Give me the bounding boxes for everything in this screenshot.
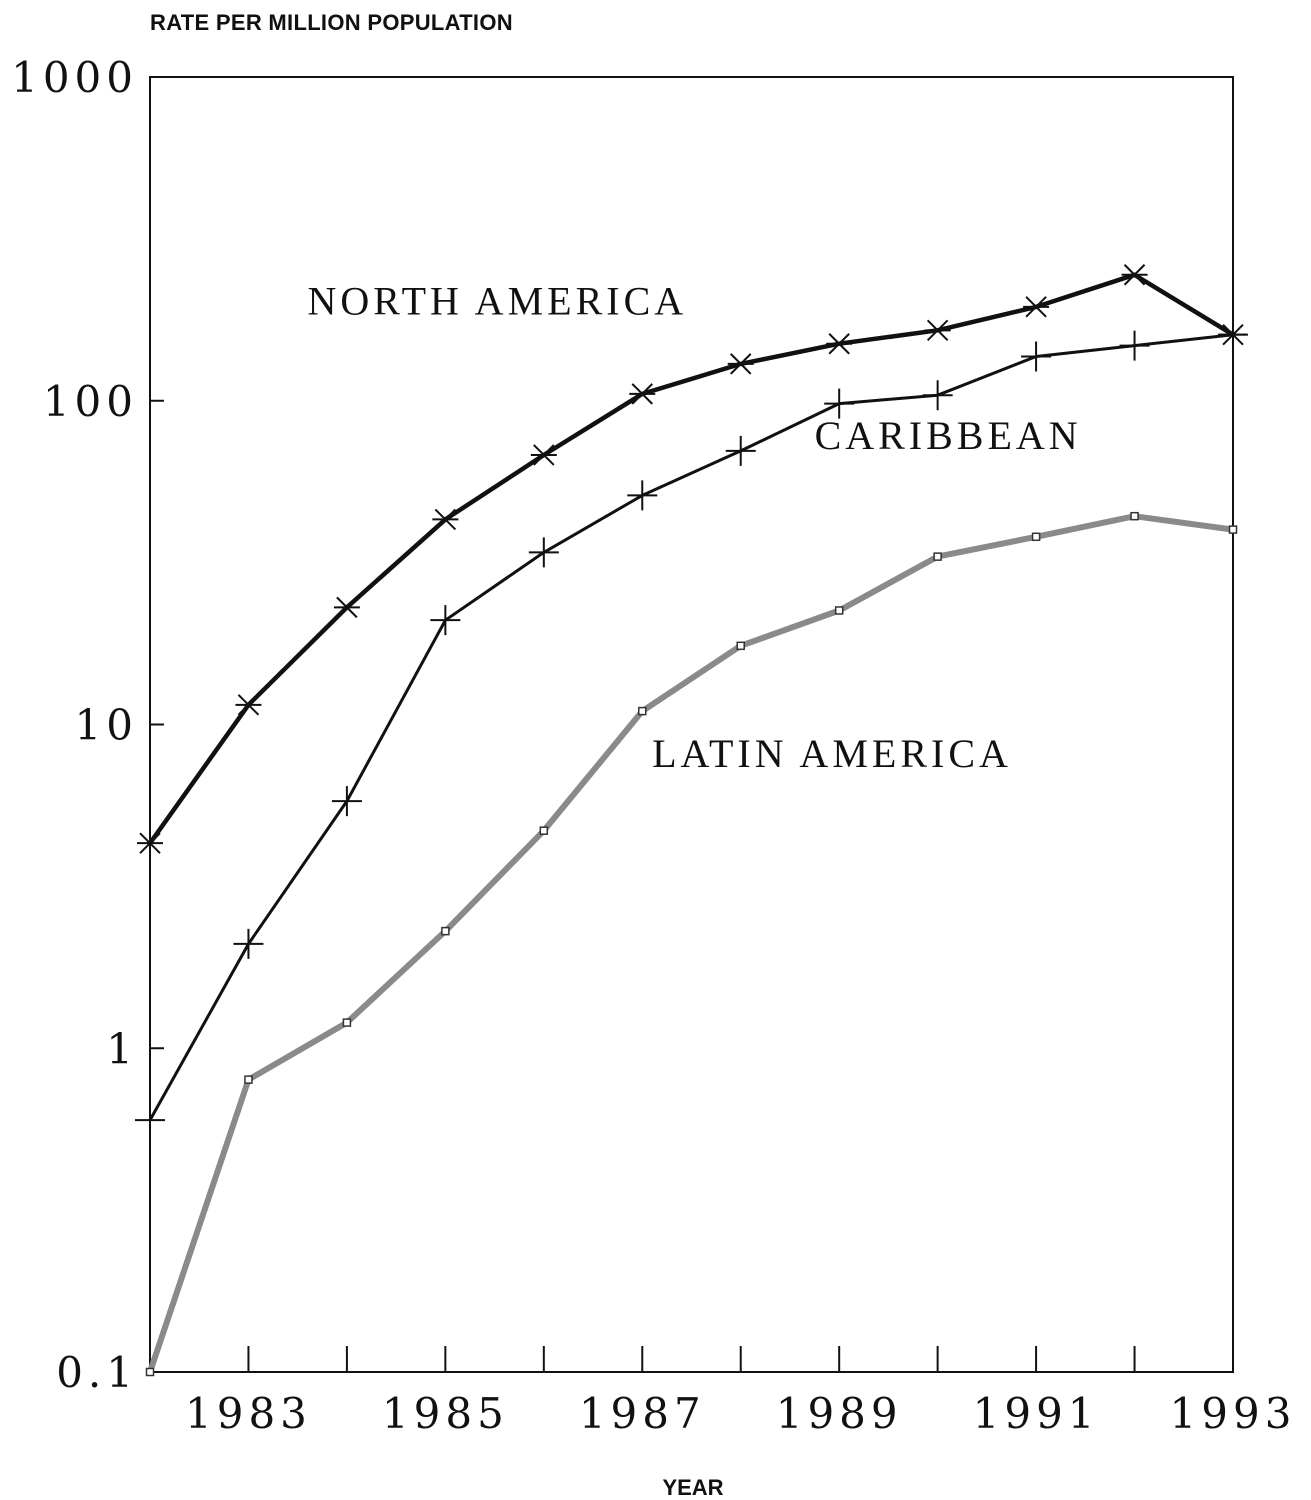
data-point (432, 508, 459, 531)
series-line (148, 272, 1235, 845)
x-axis: 1983 1985 1987 1989 1991 1993 (185, 1346, 1297, 1438)
series-line (148, 333, 1234, 1121)
data-point (933, 552, 942, 561)
series-caribbean: CARIBBEAN (135, 319, 1248, 1136)
data-point (342, 1018, 352, 1027)
y-tick-label: 10 (75, 701, 138, 750)
series-line (147, 513, 1234, 1373)
data-point (235, 694, 262, 716)
y-tick-label: 1000 (11, 53, 138, 102)
data-point (1130, 511, 1139, 521)
data-point (233, 928, 264, 959)
data-point (528, 537, 559, 568)
data-point (441, 926, 450, 936)
data-point (1031, 532, 1041, 542)
data-point (736, 641, 745, 651)
data-point (627, 480, 658, 511)
data-point (725, 435, 756, 466)
data-point (1023, 296, 1050, 318)
data-point (727, 353, 754, 375)
data-point (824, 388, 855, 419)
data-point (1228, 525, 1238, 534)
x-axis-title: YEAR (662, 1475, 723, 1500)
y-tick-label: 100 (43, 377, 138, 426)
data-point (430, 605, 461, 636)
data-point (1119, 330, 1150, 361)
y-tick-label: 1 (106, 1024, 138, 1073)
y-tick-label: 0.1 (56, 1348, 138, 1397)
data-point (137, 832, 163, 854)
data-point (530, 444, 557, 466)
y-axis-title: RATE PER MILLION POPULATION (150, 10, 513, 35)
series-latin-america: LATIN AMERICA (145, 511, 1238, 1377)
data-point (638, 706, 647, 716)
data-point (1121, 264, 1148, 286)
x-tick-label: 1989 (776, 1389, 903, 1438)
data-point (1218, 319, 1248, 350)
x-tick-label: 1985 (382, 1389, 509, 1438)
x-tick-label: 1987 (579, 1389, 706, 1438)
x-tick-label: 1993 (1170, 1389, 1297, 1438)
data-point (333, 596, 360, 619)
data-point (924, 319, 951, 342)
data-point (145, 1367, 155, 1377)
x-tick-label: 1983 (185, 1389, 312, 1438)
data-point (922, 380, 953, 411)
series-label: NORTH AMERICA (308, 278, 688, 323)
data-point (826, 333, 853, 355)
y-axis: 0.1 1 10 100 1000 (11, 53, 164, 1397)
data-point (1021, 341, 1052, 372)
data-point (539, 826, 549, 835)
series-north-america: NORTH AMERICA (137, 264, 1246, 854)
series-layer: NORTH AMERICA CARIBBEAN LATIN AMERICA (135, 264, 1248, 1377)
x-tick-label: 1991 (973, 1389, 1100, 1438)
series-label: CARIBBEAN (815, 413, 1082, 458)
data-point (629, 383, 656, 405)
plot-frame (149, 76, 1234, 1373)
data-point (834, 606, 844, 615)
data-point (331, 786, 362, 817)
series-label: LATIN AMERICA (652, 731, 1012, 776)
data-point (244, 1075, 253, 1084)
data-point (135, 1105, 165, 1136)
